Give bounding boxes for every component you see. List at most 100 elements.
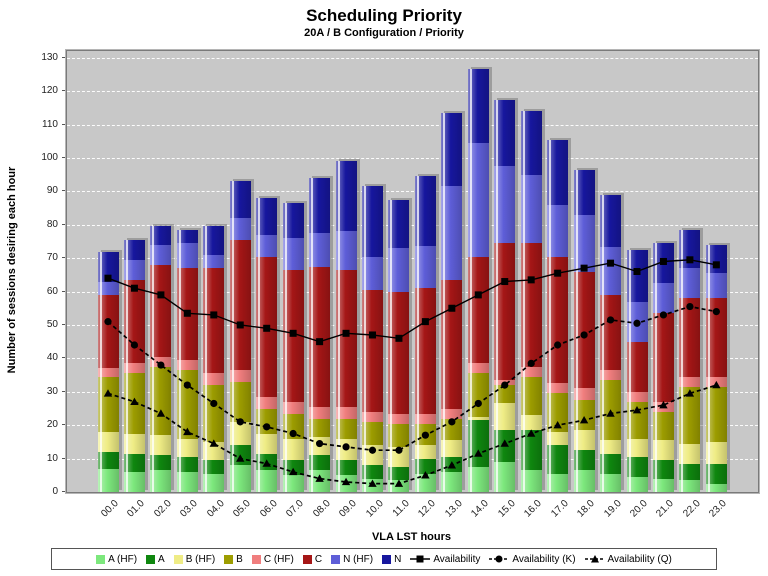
bar-segment-ahf	[441, 471, 463, 492]
bar-segment-bhf	[414, 445, 436, 459]
bar-segment-b	[679, 386, 701, 444]
bar-segment-b	[652, 411, 674, 441]
legend-swatch-icon	[146, 554, 156, 564]
legend-item: Availability (K)	[489, 553, 576, 565]
y-tick-label: 0	[52, 486, 58, 497]
bar-segment-n	[414, 176, 436, 247]
bar-segment-n	[176, 229, 198, 244]
legend-swatch-icon	[251, 554, 261, 564]
bar-segment-ahf	[626, 476, 648, 492]
square-marker	[607, 259, 615, 267]
bar-segment-bhf	[494, 403, 516, 431]
bar-segment-n	[679, 229, 701, 269]
bar-segment-ahf	[679, 480, 701, 492]
bar-segment-n	[494, 99, 516, 167]
bar-segment-a	[679, 463, 701, 481]
bar-segment-ahf	[414, 473, 436, 492]
bar-segment-chf	[547, 383, 569, 394]
bar-segment-ahf	[123, 471, 145, 492]
bar-segment-a	[309, 455, 331, 471]
bar-17.0	[547, 139, 569, 493]
bar-segment-nhf	[150, 244, 172, 265]
x-axis-title: VLA LST hours	[371, 531, 452, 543]
bar-segment-a	[203, 460, 225, 474]
chart-title: Scheduling Priority	[306, 6, 462, 25]
x-tick-label: 22.0	[681, 498, 703, 520]
x-tick-label: 06.0	[257, 498, 280, 520]
x-tick-label: 14.0	[469, 498, 492, 520]
bar-segment-n	[547, 139, 569, 205]
y-tick-mark	[62, 123, 66, 125]
y-tick-label: 40	[46, 352, 58, 364]
grid-line	[67, 291, 758, 293]
square-marker	[448, 304, 456, 312]
bar-segment-chf	[388, 413, 410, 424]
x-tick-label: 08.0	[310, 498, 333, 520]
x-tick-label: 11.0	[390, 498, 412, 520]
x-tick-label: 00.0	[99, 498, 121, 520]
legend-label: Availability	[433, 553, 481, 565]
bar-segment-nhf	[335, 231, 357, 270]
bar-segment-bhf	[229, 421, 251, 446]
bar-segment-chf	[679, 376, 701, 387]
bar-segment-ahf	[97, 468, 119, 492]
bar-segment-bhf	[97, 431, 119, 452]
bar-segment-c	[705, 298, 727, 377]
circle-marker	[210, 399, 218, 408]
bar-segment-nhf	[467, 142, 489, 257]
circle-marker	[474, 399, 482, 408]
y-tick-label: 50	[46, 318, 58, 330]
legend-item: B	[224, 554, 243, 565]
bar-segment-nhf	[123, 259, 145, 280]
triangle-marker	[156, 409, 166, 417]
bar-13.0	[441, 112, 463, 493]
bar-segment-c	[309, 266, 331, 407]
bar-segment-chf	[573, 388, 595, 401]
bar-segment-c	[97, 294, 119, 369]
bar-segment-nhf	[256, 234, 278, 257]
bar-segment-n	[705, 244, 727, 274]
bar-segment-chf	[467, 363, 489, 374]
bar-11.0	[388, 199, 410, 493]
circle-line-icon	[489, 555, 510, 563]
legend-label: C	[314, 553, 323, 565]
legend-item: Availability (Q)	[584, 554, 672, 565]
bar-segment-n	[520, 111, 542, 175]
legend-label: C (HF)	[263, 553, 294, 565]
bar-segment-bhf	[652, 440, 674, 461]
circle-marker	[659, 311, 668, 319]
legend-label: Availability (K)	[512, 553, 576, 565]
triangle-marker	[527, 429, 536, 437]
circle-marker	[712, 307, 720, 316]
triangle-marker	[421, 471, 430, 479]
bar-segment-c	[441, 279, 463, 409]
bar-segment-ahf	[547, 473, 569, 492]
bar-segment-ahf	[203, 473, 225, 492]
bar-segment-c	[203, 268, 225, 374]
y-tick-mark	[62, 491, 66, 492]
bar-segment-a	[335, 460, 357, 476]
y-tick-label: 20	[46, 419, 58, 431]
bar-segment-a	[150, 455, 172, 471]
bar-segment-chf	[362, 411, 383, 422]
bar-segment-nhf	[679, 268, 701, 299]
bar-segment-a	[414, 458, 436, 474]
bar-18.0	[573, 169, 595, 493]
bar-segment-a	[97, 451, 119, 469]
bar-segment-chf	[600, 370, 622, 381]
bar-segment-a	[705, 463, 727, 484]
y-axis-title: Number of sessions desiring each hour	[6, 166, 18, 374]
y-tick-mark	[62, 190, 66, 192]
square-marker	[183, 309, 191, 317]
bar-segment-bhf	[679, 443, 701, 464]
bar-segment-b	[388, 423, 410, 447]
triangle-marker	[606, 409, 615, 417]
square-marker	[236, 321, 244, 329]
bar-10.0	[362, 186, 383, 492]
bar-segment-nhf	[573, 214, 595, 272]
square-marker	[527, 276, 535, 284]
triangle-marker	[183, 427, 192, 436]
bar-segment-bhf	[520, 415, 542, 431]
bar-01.0	[123, 239, 145, 493]
line-square	[107, 259, 717, 343]
